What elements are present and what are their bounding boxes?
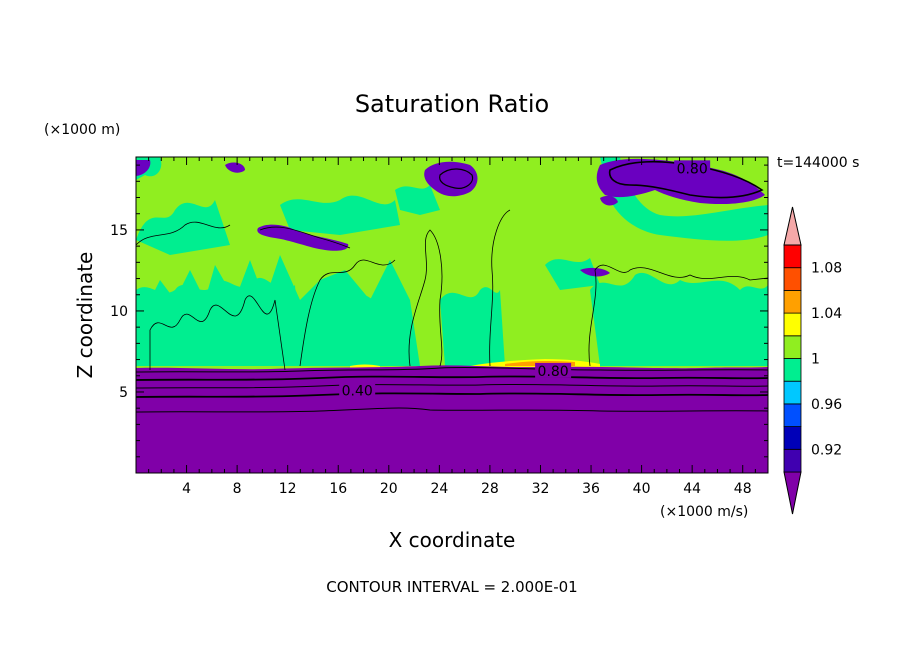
contour-label-bg — [674, 160, 711, 176]
contour-line — [149, 295, 286, 371]
field-region-cyan — [395, 185, 440, 215]
contour-lines — [136, 160, 768, 413]
colorbar-min-arrow — [783, 471, 802, 515]
contour-line — [136, 366, 768, 373]
colorbar-segment — [783, 426, 802, 450]
contour-line — [136, 221, 231, 246]
contour-line — [136, 392, 768, 398]
x-tick-label: 36 — [582, 481, 600, 497]
colorbar-segment — [783, 267, 802, 291]
field-region-cyan — [136, 200, 230, 255]
contour-label-bg — [339, 382, 376, 398]
contour-label: 0.40 — [342, 383, 373, 399]
colorbar-label: 0.96 — [811, 397, 842, 413]
contour-label: 0.80 — [538, 364, 569, 380]
field-region-purple — [136, 160, 151, 176]
colorbar-label: 0.92 — [811, 442, 842, 458]
field-region-dry — [136, 365, 768, 473]
contour-label: 0.80 — [677, 161, 708, 177]
contour-line — [136, 407, 768, 413]
x-tick-label: 44 — [683, 481, 701, 497]
field-region-cyan — [590, 272, 768, 366]
x-tick-label: 12 — [279, 481, 297, 497]
y-tick-label: 5 — [119, 385, 128, 401]
field-region-cyan — [300, 295, 410, 366]
contour-line — [259, 226, 351, 249]
field-region-purple — [600, 195, 618, 206]
field-region-yellow — [350, 364, 380, 368]
x-tick-label: 28 — [481, 481, 499, 497]
field-region-cyan — [600, 157, 768, 241]
time-label: t=144000 s — [777, 155, 859, 171]
field-region-purple — [596, 158, 765, 205]
y-tick-label: 15 — [110, 223, 128, 239]
colorbar-label: 1.08 — [811, 261, 842, 277]
x-axis: 4 8 12 16 20 24 28 32 36 40 44 48 — [148, 157, 756, 497]
colorbar-segment — [783, 380, 802, 405]
contour-line — [299, 259, 396, 367]
field-region-cyan — [545, 258, 600, 290]
contour-label-bg — [535, 362, 572, 378]
field-region-cyan — [440, 287, 505, 366]
x-axis-label: X coordinate — [389, 528, 516, 552]
colorbar-segment — [783, 244, 802, 269]
colorbar-segment — [783, 289, 802, 314]
x-tick-label: 48 — [734, 481, 752, 497]
y-axis: 5 10 15 — [110, 164, 768, 458]
contour-line — [608, 160, 764, 199]
x-tick-label: 24 — [430, 481, 448, 497]
colorbar-segment — [783, 312, 802, 337]
y-tick-label: 10 — [110, 304, 128, 320]
contour-line — [489, 209, 511, 367]
colorbar-label: 1.04 — [811, 306, 842, 322]
field-shapes — [136, 157, 768, 473]
colorbar-segment — [783, 335, 802, 359]
x-unit-label: (×1000 m/s) — [660, 504, 748, 520]
x-tick-label: 40 — [633, 481, 651, 497]
contour-line — [136, 375, 768, 381]
colorbar-segment — [783, 403, 802, 427]
x-tick-label: 20 — [380, 481, 398, 497]
colorbar-segment — [783, 358, 802, 382]
field-region-purple — [225, 162, 245, 173]
colorbar: 0.92 0.96 1 1.04 1.08 — [783, 206, 842, 515]
field-region-purple — [257, 224, 349, 251]
contour-line — [136, 383, 768, 389]
contour-interval-label: CONTOUR INTERVAL = 2.000E-01 — [326, 578, 577, 596]
contour-line — [408, 229, 443, 367]
plot-area — [136, 157, 768, 473]
colorbar-label: 1 — [811, 352, 820, 368]
x-tick-label: 8 — [233, 481, 242, 497]
x-tick-label: 4 — [182, 481, 191, 497]
contour-line — [588, 264, 768, 367]
colorbar-max-arrow — [783, 206, 802, 246]
field-region-cyan — [280, 195, 400, 235]
y-unit-label: (×1000 m) — [44, 122, 120, 138]
contour-line — [439, 168, 474, 189]
chart-title: Saturation Ratio — [355, 90, 549, 118]
colorbar-segment — [783, 448, 802, 473]
x-tick-label: 32 — [532, 481, 550, 497]
x-tick-label: 16 — [329, 481, 347, 497]
contour-labels: 0.40 0.80 0.80 — [339, 160, 711, 399]
y-axis-label: Z coordinate — [73, 252, 97, 379]
